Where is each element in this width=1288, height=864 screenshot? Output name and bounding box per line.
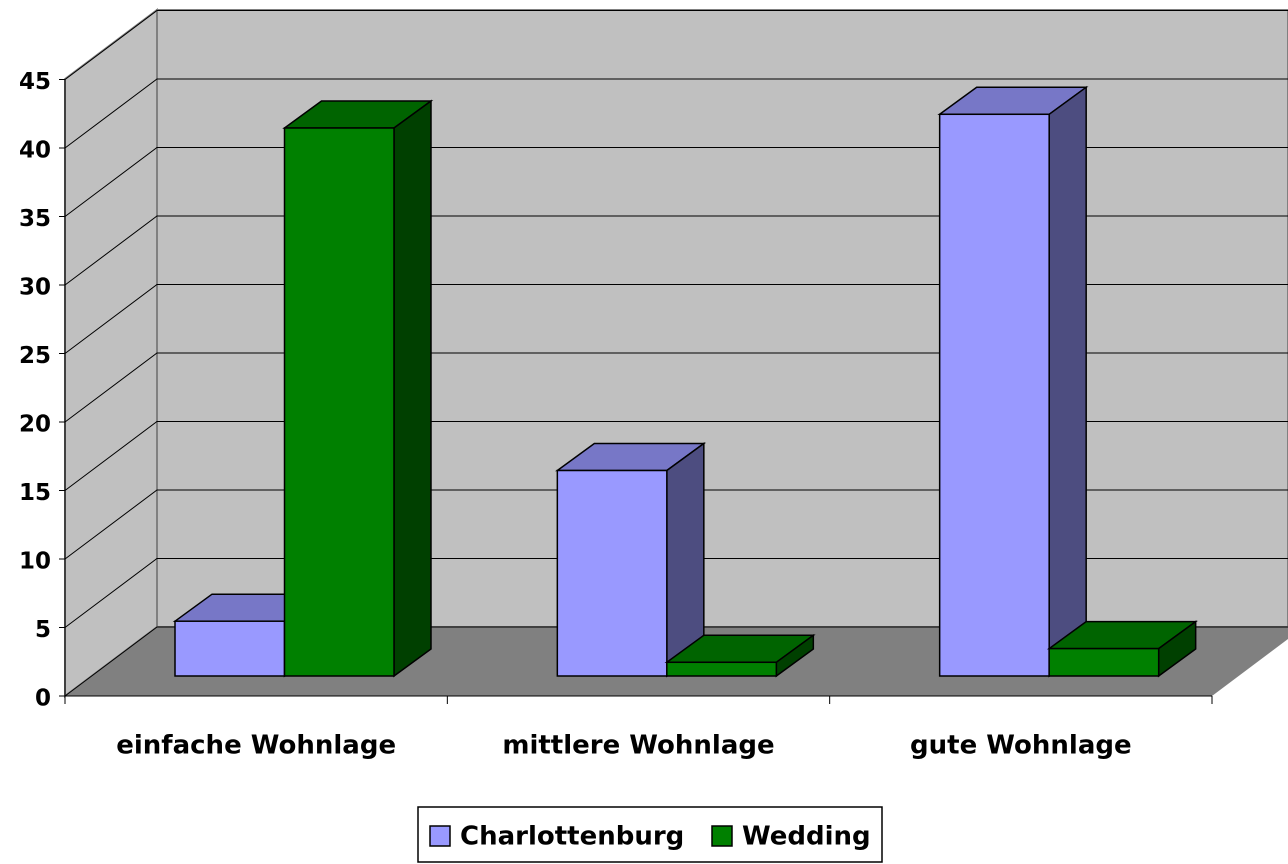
y-tick-label: 25 — [19, 343, 51, 369]
legend-label: Charlottenburg — [460, 822, 684, 852]
bar — [282, 99, 434, 678]
x-tick-label: einfache Wohnlage — [116, 731, 396, 761]
y-tick-label: 20 — [19, 412, 51, 438]
bar-front — [174, 620, 286, 677]
grid: 0 5 10 15 20 25 30 35 40 45 einfache Wohnlage mittl… — [19, 10, 1288, 761]
y-tick-label: 0 — [35, 686, 51, 712]
grid-line — [64, 489, 1288, 560]
grid-line — [64, 352, 1288, 423]
bar-front — [666, 661, 778, 677]
grid-line — [64, 626, 1288, 697]
bar-side — [393, 99, 432, 678]
y-tick-label: 30 — [19, 275, 51, 301]
legend-label: Wedding — [742, 822, 871, 852]
grid-line — [64, 558, 1288, 628]
legend-box — [417, 806, 883, 863]
y-tick-label: 10 — [19, 549, 51, 575]
legend-swatch — [429, 825, 451, 847]
bar-side — [1048, 85, 1087, 678]
bar — [1046, 620, 1198, 678]
y-tick-label: 35 — [19, 206, 51, 232]
y-tick-label: 40 — [19, 138, 51, 164]
grid-line — [64, 78, 1288, 149]
grid-line — [64, 215, 1288, 286]
bar-front — [283, 127, 395, 677]
x-tick-label: mittlere Wohnlage — [502, 731, 774, 761]
grid-line — [64, 421, 1288, 491]
grid-line — [64, 284, 1288, 354]
x-tick-label: gute Wohnlage — [910, 731, 1132, 761]
legend: Charlottenburg Wedding — [429, 822, 871, 852]
bars — [172, 85, 1198, 678]
grid-line — [64, 147, 1288, 217]
legend-swatch — [711, 825, 733, 847]
bar-front — [556, 469, 668, 677]
bar — [555, 442, 707, 678]
bar — [664, 633, 816, 678]
grid-line — [64, 10, 1288, 80]
y-tick-label: 5 — [35, 617, 51, 643]
bar — [937, 85, 1089, 678]
y-tick-label: 45 — [19, 69, 51, 95]
y-tick-label: 15 — [19, 480, 51, 506]
bar-front — [938, 113, 1050, 677]
bar-front — [1048, 647, 1160, 677]
